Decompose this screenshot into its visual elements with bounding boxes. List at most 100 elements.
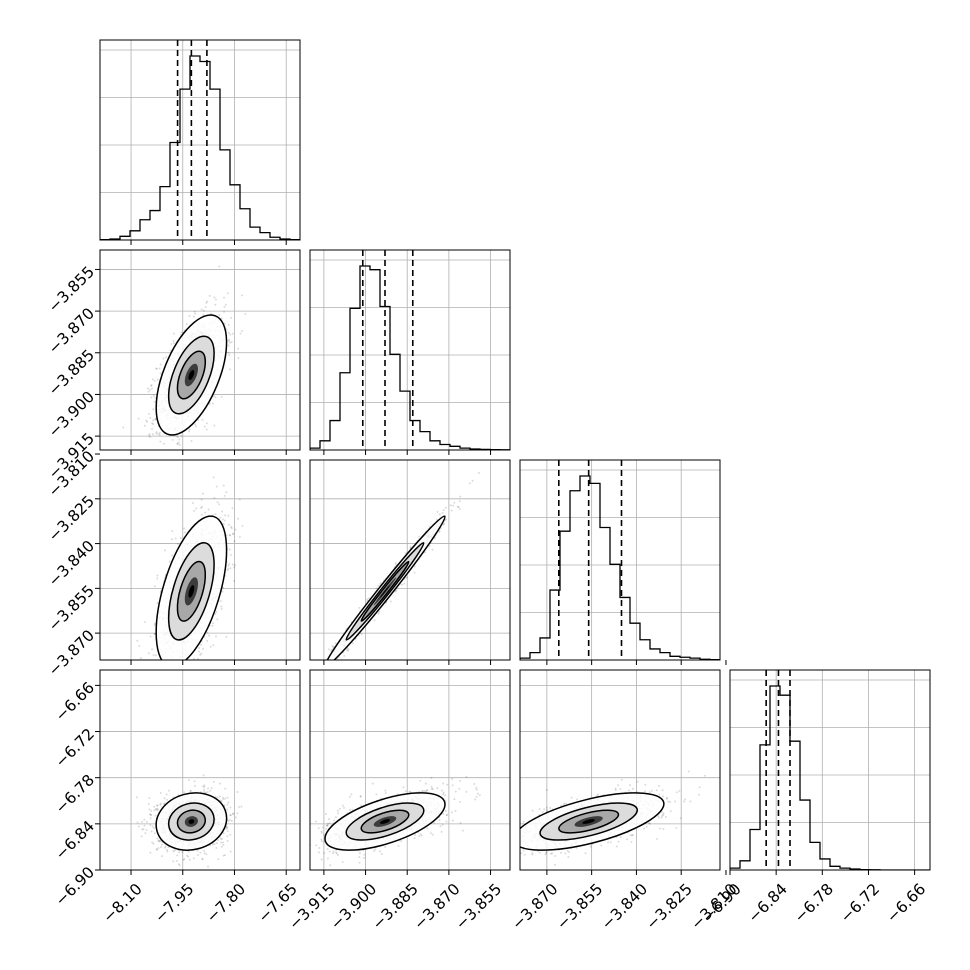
sample-point	[237, 357, 240, 360]
sample-point	[184, 531, 187, 534]
sample-point	[171, 538, 174, 541]
sample-point	[220, 607, 223, 610]
sample-point	[230, 525, 233, 528]
sample-point	[394, 563, 397, 566]
sample-point	[244, 313, 247, 316]
sample-point	[229, 818, 232, 821]
sample-point	[188, 430, 191, 433]
sample-point	[170, 693, 172, 695]
sample-point	[156, 848, 159, 851]
sample-point	[159, 803, 162, 806]
panel-3-0: −6.90−6.84−6.78−6.72−6.66−8.10 −7.95 −7.80…	[52, 669, 301, 926]
sample-point	[150, 384, 153, 387]
sample-point	[211, 624, 214, 627]
sample-point	[321, 663, 323, 665]
sample-point	[230, 316, 233, 319]
y-tick-label: −3.825	[45, 492, 98, 545]
sample-point	[195, 507, 198, 510]
sample-point	[456, 505, 459, 508]
sample-point	[241, 524, 244, 527]
sample-point	[394, 590, 397, 593]
sample-point	[150, 428, 153, 431]
sample-point	[151, 648, 154, 651]
sample-point	[196, 657, 199, 660]
sample-point	[137, 825, 140, 828]
sample-point	[373, 619, 376, 622]
sample-point	[231, 332, 234, 335]
sample-point	[366, 598, 369, 601]
sample-point	[159, 363, 162, 366]
sample-point	[143, 621, 146, 624]
sample-point	[305, 693, 307, 695]
sample-point	[229, 333, 232, 336]
sample-point	[150, 387, 153, 390]
sample-point	[218, 782, 221, 785]
sample-point	[150, 396, 153, 399]
sample-point	[428, 545, 431, 548]
sample-point	[468, 482, 471, 485]
panel-2-0: −3.870−3.855−3.840−3.825−3.810	[45, 447, 301, 695]
sample-point	[332, 645, 335, 648]
sample-point	[227, 344, 230, 347]
panel-frame-1-0	[99, 249, 301, 451]
sample-point	[170, 677, 172, 679]
sample-point	[458, 507, 461, 510]
sample-point	[152, 394, 155, 397]
panel-frame-2-2	[519, 459, 721, 661]
sample-point	[231, 563, 234, 566]
sample-point	[205, 853, 208, 856]
sample-point	[173, 672, 175, 674]
sample-point	[319, 671, 321, 673]
sample-point	[136, 475, 138, 477]
sample-point	[417, 535, 420, 538]
sample-point	[457, 505, 460, 508]
sample-point	[307, 692, 309, 694]
sample-point	[403, 582, 406, 585]
sample-point	[179, 537, 182, 540]
sample-point	[140, 835, 143, 838]
sample-point	[164, 665, 166, 667]
sample-point	[316, 688, 318, 690]
sample-point	[211, 402, 214, 405]
panel-0-0	[99, 39, 301, 245]
sample-point	[226, 808, 229, 811]
sample-point	[395, 589, 398, 592]
sample-point	[296, 699, 298, 701]
sample-point	[156, 680, 158, 682]
sample-point	[159, 661, 161, 663]
sample-point	[172, 661, 174, 663]
sample-point	[231, 507, 234, 510]
sample-point	[205, 666, 207, 668]
sample-point	[298, 689, 300, 691]
sample-point	[443, 522, 446, 525]
sample-point	[177, 680, 179, 682]
sample-point	[215, 485, 218, 488]
sample-point	[137, 417, 140, 420]
sample-point	[220, 605, 223, 608]
sample-point	[409, 545, 412, 548]
sample-point	[229, 341, 232, 344]
sample-point	[238, 535, 241, 538]
sample-point	[170, 343, 173, 346]
sample-point	[162, 442, 165, 445]
sample-point	[442, 523, 445, 526]
sample-point	[164, 667, 166, 669]
sample-point	[327, 671, 329, 673]
sample-point	[225, 635, 228, 638]
sample-point	[330, 648, 333, 651]
sample-point	[226, 569, 229, 572]
sample-point	[326, 666, 328, 668]
sample-point	[331, 645, 334, 648]
sample-point	[288, 714, 290, 716]
sample-point	[318, 666, 320, 668]
y-tick-label: −3.870	[45, 626, 98, 679]
sample-point	[167, 846, 170, 849]
sample-point	[213, 296, 216, 299]
sample-point	[152, 408, 155, 411]
sample-point	[214, 613, 217, 616]
sample-point	[228, 353, 231, 356]
sample-point	[200, 652, 203, 655]
sample-point	[308, 680, 310, 682]
panel-2-2	[519, 459, 727, 665]
sample-point	[149, 416, 152, 419]
